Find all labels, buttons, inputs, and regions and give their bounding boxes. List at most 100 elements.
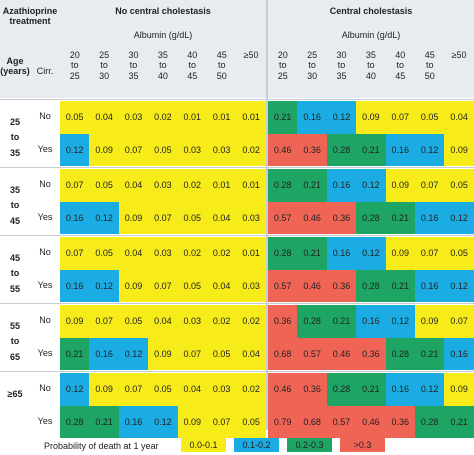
table-cell: 0.12	[148, 405, 178, 438]
table-cell: 0.68	[297, 405, 327, 438]
albumin-bin-header: 25 to 30	[99, 50, 110, 81]
table-cell: 0.09	[177, 405, 207, 438]
table-cell: 0.28	[60, 405, 90, 438]
table-cell: 0.05	[148, 373, 178, 406]
table-cell: 0.21	[326, 305, 357, 338]
table-cell: 0.46	[268, 373, 298, 406]
table-cell: 0.28	[356, 201, 386, 234]
table-cell: 0.28	[326, 133, 357, 166]
header-divider	[0, 99, 474, 100]
group-divider	[0, 303, 474, 304]
albumin-bin-header: 20 to 25	[277, 50, 288, 81]
table-cell: 0.02	[177, 237, 207, 270]
table-cell: 0.28	[415, 405, 445, 438]
table-cell: 0.28	[268, 237, 298, 270]
table-cell: 0.02	[148, 101, 178, 134]
table-cell: 0.09	[60, 305, 90, 338]
age-group-label: ≥65	[7, 389, 23, 399]
table-cell: 0.21	[385, 269, 415, 302]
legend-item: >0.3	[340, 438, 385, 452]
legend-item: 0.0-0.1	[181, 438, 226, 452]
table-cell: 0.16	[385, 133, 415, 166]
cirr-label: Yes	[37, 415, 53, 426]
table-cell: 0.07	[444, 305, 474, 338]
table-cell: 0.16	[444, 337, 474, 370]
table-cell: 0.21	[297, 169, 327, 202]
table-cell: 0.02	[236, 305, 266, 338]
table-cell: 0.05	[444, 169, 474, 202]
albumin-bin-header: 35 to 40	[157, 50, 168, 81]
table-cell: 0.21	[415, 337, 445, 370]
albumin-label-right: Albumin (g/dL)	[341, 30, 401, 40]
group-divider	[0, 167, 474, 168]
table-cell: 0.46	[268, 133, 298, 166]
table-cell: 0.05	[444, 237, 474, 270]
table-cell: 0.03	[148, 237, 178, 270]
table-cell: 0.36	[385, 405, 415, 438]
albumin-bin-header: 40 to 45	[187, 50, 198, 81]
age-group-label: 45 to 55	[9, 253, 20, 294]
table-cell: 0.03	[177, 305, 207, 338]
table-cell: 0.16	[89, 337, 119, 370]
table-cell: 0.21	[89, 405, 119, 438]
table-cell: 0.03	[207, 373, 237, 406]
center-divider	[266, 0, 268, 430]
table-cell: 0.04	[207, 269, 237, 302]
table-cell: 0.16	[297, 101, 327, 134]
table-cell: 0.05	[89, 169, 119, 202]
table-cell: 0.07	[60, 237, 90, 270]
table-cell: 0.09	[89, 133, 119, 166]
legend-title: Probability of death at 1 year	[44, 441, 159, 451]
table-cell: 0.07	[89, 305, 119, 338]
table-cell: 0.21	[60, 337, 90, 370]
header-background	[0, 0, 474, 98]
albumin-bin-header: 45 to 50	[424, 50, 435, 81]
table-cell: 0.16	[326, 169, 357, 202]
table-cell: 0.09	[118, 269, 149, 302]
table-cell: 0.03	[118, 101, 149, 134]
table-cell: 0.07	[415, 237, 445, 270]
table-cell: 0.07	[118, 133, 149, 166]
table-cell: 0.07	[385, 101, 415, 134]
table-cell: 0.09	[444, 373, 474, 406]
table-cell: 0.01	[236, 101, 266, 134]
table-cell: 0.28	[297, 305, 327, 338]
albumin-bin-header: 25 to 30	[307, 50, 318, 81]
age-group-label: 35 to 45	[9, 185, 20, 226]
table-cell: 0.05	[236, 405, 266, 438]
table-cell: 0.03	[207, 133, 237, 166]
table-cell: 0.09	[148, 337, 178, 370]
table-cell: 0.01	[207, 101, 237, 134]
table-cell: 0.05	[177, 201, 207, 234]
table-cell: 0.28	[385, 337, 415, 370]
table-cell: 0.21	[268, 101, 298, 134]
table-cell: 0.05	[89, 237, 119, 270]
table-cell: 0.01	[236, 169, 266, 202]
group-right-title: Central cholestasis	[329, 6, 413, 16]
table-cell: 0.16	[60, 201, 90, 234]
table-cell: 0.79	[268, 405, 298, 438]
table-cell: 0.01	[207, 169, 237, 202]
table-cell: 0.36	[297, 133, 327, 166]
table-cell: 0.57	[326, 405, 357, 438]
albumin-bin-header: 30 to 35	[336, 50, 347, 81]
table-cell: 0.05	[148, 133, 178, 166]
group-divider	[0, 371, 474, 372]
table-cell: 0.28	[268, 169, 298, 202]
table-cell: 0.09	[118, 201, 149, 234]
cirr-label: No	[39, 179, 51, 189]
table-cell: 0.28	[356, 269, 386, 302]
table-cell: 0.09	[356, 101, 386, 134]
table-cell: 0.04	[148, 305, 178, 338]
table-cell: 0.21	[356, 373, 386, 406]
table-cell: 0.04	[89, 101, 119, 134]
table-cell: 0.07	[207, 405, 237, 438]
table-cell: 0.16	[385, 373, 415, 406]
table-cell: 0.04	[236, 337, 266, 370]
legend-item: 0.1-0.2	[234, 438, 279, 452]
table-cell: 0.02	[207, 305, 237, 338]
table-cell: 0.02	[236, 373, 266, 406]
table-cell: 0.12	[444, 269, 474, 302]
table-cell: 0.46	[356, 405, 386, 438]
